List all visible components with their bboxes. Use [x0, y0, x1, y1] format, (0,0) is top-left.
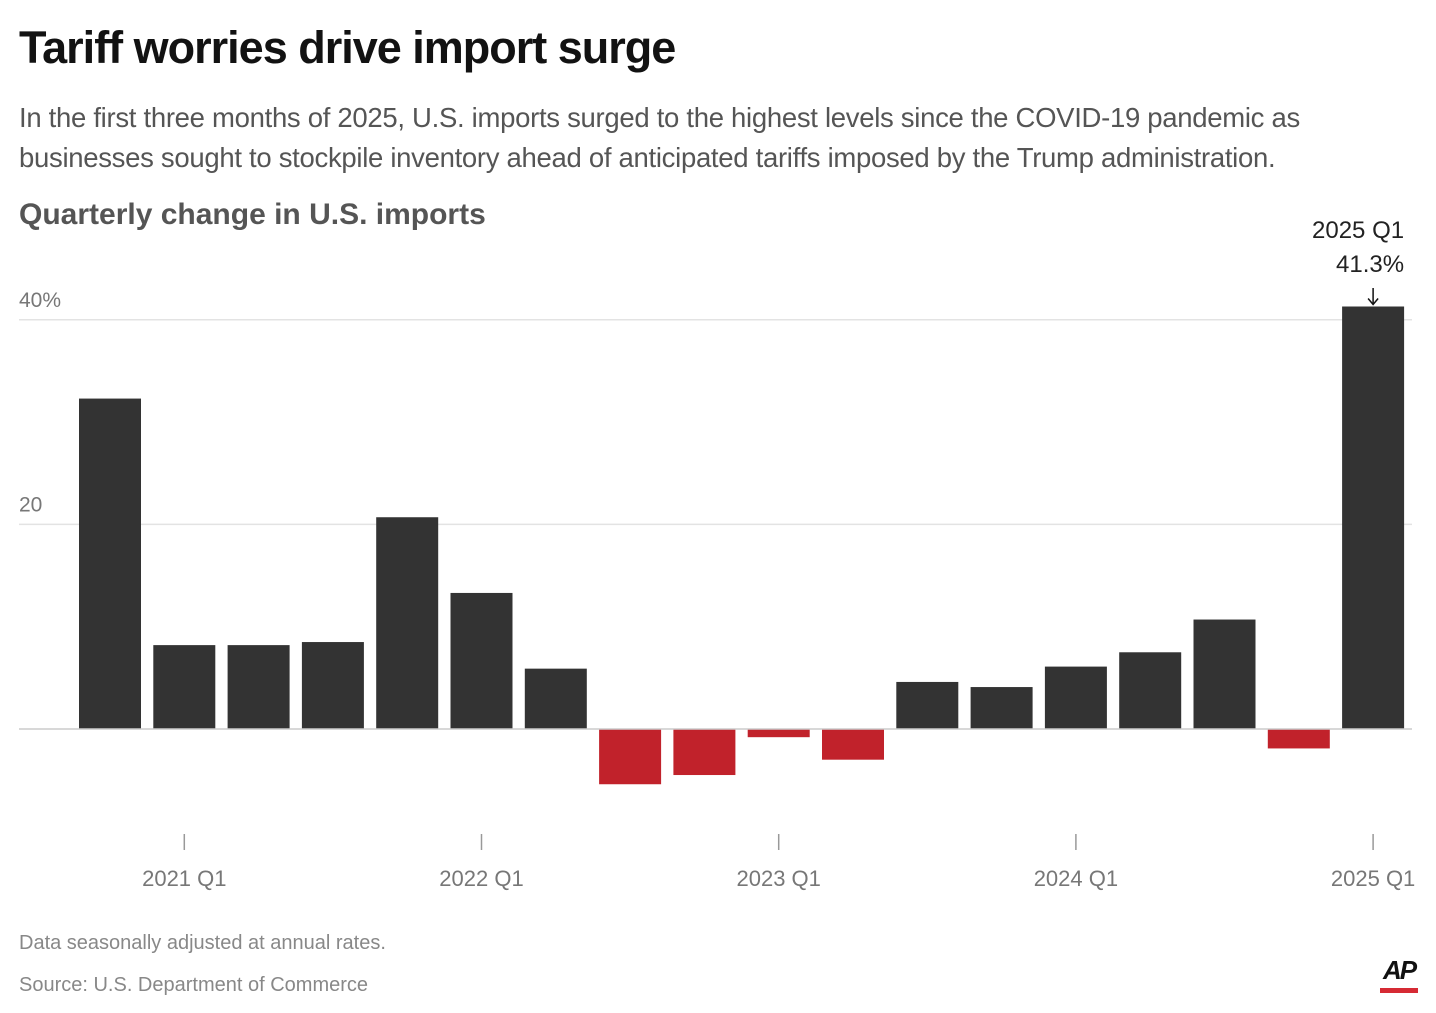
x-tick-label: 2023 Q1	[736, 866, 820, 891]
bar-2024-q3	[1193, 619, 1256, 729]
x-axis-ticks: 2021 Q1 2022 Q1 2023 Q1 2024 Q1 2025 Q1	[142, 834, 1415, 891]
bar-2022-q1	[450, 592, 513, 729]
bar-2023-q3	[896, 681, 959, 729]
bar-2023-q1	[747, 729, 810, 738]
bar-2020-q4	[79, 398, 141, 729]
x-tick-label: 2024 Q1	[1034, 866, 1118, 891]
bar-2024-q1	[1044, 666, 1107, 729]
annotation-arrowhead-icon	[1367, 298, 1379, 306]
x-tick-label: 2021 Q1	[142, 866, 226, 891]
annotation: 2025 Q1 41.3%	[1312, 217, 1404, 306]
bar-2023-q4	[970, 687, 1033, 729]
ap-logo-underline	[1380, 988, 1418, 993]
bar-2025-q1	[1342, 306, 1405, 729]
bar-2024-q2	[1119, 652, 1182, 729]
bar-2022-q3	[599, 729, 662, 785]
bar-2021-q4	[376, 517, 439, 729]
y-tick-label: 20	[19, 493, 42, 516]
chart-subtitle: In the first three months of 2025, U.S. …	[19, 102, 1300, 173]
source-note: Source: U.S. Department of Commerce	[19, 974, 369, 996]
y-tick-label: 40%	[19, 289, 61, 312]
chart-title: Tariff worries drive import surge	[19, 22, 676, 73]
data-note: Data seasonally adjusted at annual rates…	[19, 932, 386, 954]
bar-2022-q4	[673, 729, 736, 776]
annotation-value: 41.3%	[1336, 251, 1404, 278]
ap-logo-text: AP	[1382, 955, 1417, 985]
bar-2021-q2	[227, 645, 290, 729]
ap-logo: AP	[1380, 956, 1418, 993]
bar-2021-q1	[153, 645, 216, 729]
bars	[79, 306, 1405, 785]
bar-2024-q4	[1267, 729, 1330, 749]
bar-2023-q2	[822, 729, 884, 760]
bar-2021-q3	[301, 642, 364, 729]
gridlines: 20 40%	[19, 289, 1412, 526]
x-tick-label: 2022 Q1	[439, 866, 523, 891]
chart-heading: Quarterly change in U.S. imports	[19, 198, 486, 231]
bar-2022-q2	[524, 668, 587, 729]
x-tick-label: 2025 Q1	[1331, 866, 1415, 891]
annotation-label: 2025 Q1	[1312, 217, 1404, 244]
